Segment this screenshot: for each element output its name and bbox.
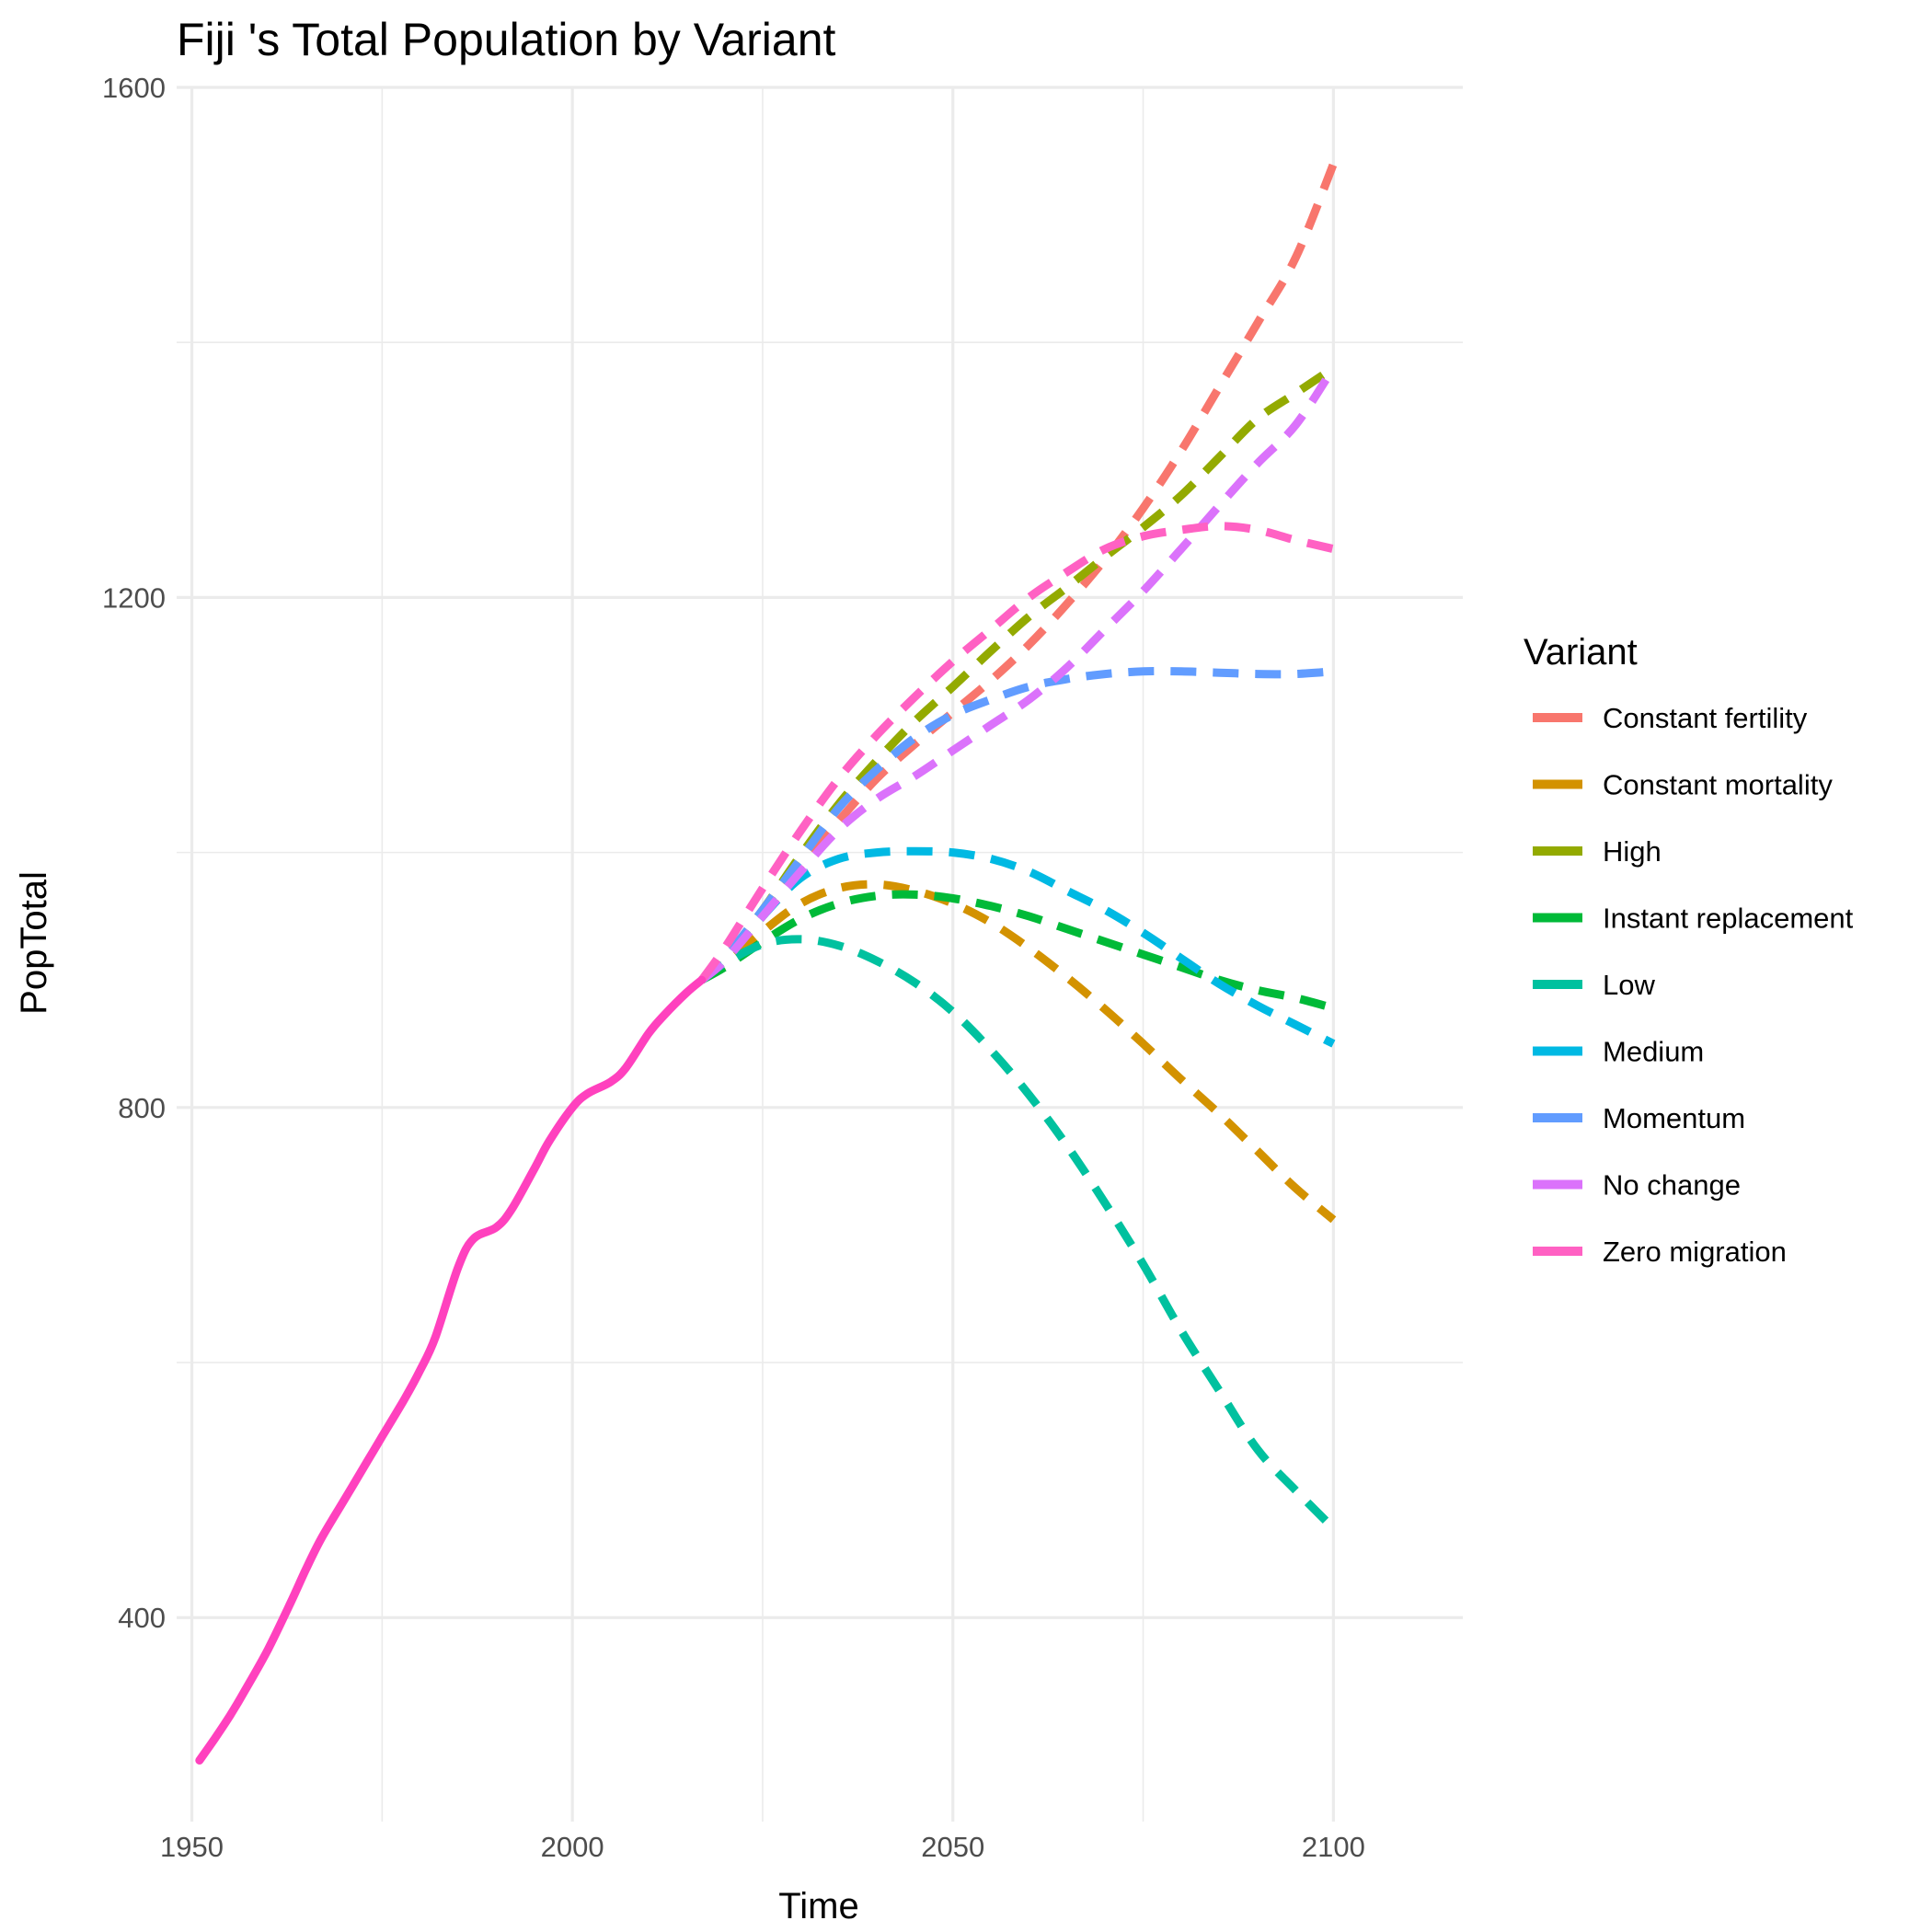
y-axis-ticks: 400 800 1200 1600 [102,72,166,1634]
x-tick-label: 2050 [921,1831,984,1863]
y-tick-label: 800 [118,1092,166,1124]
x-axis-title: Time [778,1886,858,1926]
series-line-constant-mortality [699,880,1337,1224]
series-line-low [699,935,1337,1532]
legend-items: Constant fertility Constant mortality High… [1533,702,1854,1268]
historical-line [195,975,707,1765]
panel-background [177,86,1463,1822]
legend-label-no-change: No change [1603,1169,1741,1202]
legend-label-constant-fertility: Constant fertility [1603,702,1808,734]
grid-lines [177,86,1463,1822]
series-line-instant-replacement [699,890,1335,1013]
y-tick-label: 1200 [102,581,166,614]
x-tick-label: 2000 [541,1831,604,1863]
y-tick-label: 400 [118,1602,166,1634]
series-line-zero-migration [698,522,1335,983]
series-line-no-change [698,365,1338,983]
x-tick-label: 1950 [160,1831,224,1863]
legend-title: Variant [1524,632,1638,673]
series-line-high [698,364,1336,983]
legend-label-zero-migration: Zero migration [1603,1236,1787,1268]
legend-label-momentum: Momentum [1603,1102,1745,1134]
legend-label-high: High [1603,835,1662,868]
legend-label-instant-replacement: Instant replacement [1603,903,1854,935]
x-tick-label: 2100 [1302,1831,1365,1863]
series-line-momentum [698,667,1334,983]
chart-title: Fiji 's Total Population by Variant [177,14,836,65]
y-axis-title: PopTotal [14,871,54,1015]
data-lines [195,162,1338,1765]
legend-label-constant-mortality: Constant mortality [1603,769,1833,801]
y-tick-label: 1600 [102,72,166,104]
legend-label-medium: Medium [1603,1036,1704,1068]
legend-label-low: Low [1603,969,1655,1001]
legend: Variant Constant fertility Constant morta… [1524,632,1854,1268]
series-line-constant-fertility [698,162,1338,983]
x-axis-ticks: 1950 2000 2050 2100 [160,1831,1365,1863]
